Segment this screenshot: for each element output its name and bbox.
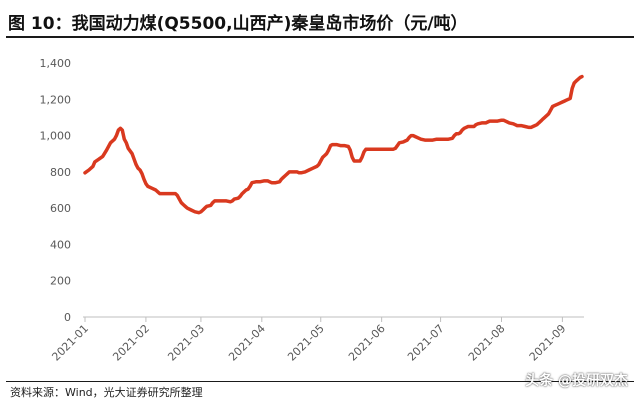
footer-divider bbox=[6, 381, 634, 382]
y-tick-label: 0 bbox=[64, 311, 71, 324]
y-axis-labels: 0 200 400 600 800 1,000 1,200 1,400 bbox=[40, 57, 72, 324]
x-tick-label: 2021-06 bbox=[346, 322, 388, 364]
y-tick-label: 1,400 bbox=[40, 57, 72, 70]
x-tick-label: 2021-05 bbox=[285, 322, 327, 364]
x-axis-labels: 2021-01 2021-02 2021-03 2021-04 2021-05 2021-… bbox=[49, 322, 568, 364]
y-tick-label: 400 bbox=[50, 238, 71, 251]
y-tick-label: 1,000 bbox=[40, 130, 72, 143]
title-divider bbox=[6, 36, 634, 38]
x-tick-label: 2021-03 bbox=[165, 322, 207, 364]
series-line-price bbox=[83, 74, 584, 215]
x-tick-label: 2021-08 bbox=[466, 322, 508, 364]
y-tick-label: 800 bbox=[50, 166, 71, 179]
x-tick-label: 2021-07 bbox=[405, 322, 447, 364]
source-note: 资料来源：Wind，光大证券研究所整理 bbox=[10, 386, 203, 399]
x-tick-label: 2021-02 bbox=[110, 322, 152, 364]
y-tick-label: 200 bbox=[50, 275, 71, 288]
y-tick-label: 600 bbox=[50, 202, 71, 215]
watermark: 头条 @投研双杰 bbox=[525, 373, 628, 389]
x-tick-label: 2021-04 bbox=[226, 322, 268, 364]
chart-title: 图 10：我国动力煤(Q5500,山西产)秦皇岛市场价（元/吨） bbox=[8, 14, 468, 34]
y-tick-label: 1,200 bbox=[40, 93, 72, 106]
x-tick-label: 2021-01 bbox=[49, 322, 91, 364]
x-tick-label: 2021-09 bbox=[527, 322, 569, 364]
x-axis-ticks bbox=[84, 317, 563, 322]
